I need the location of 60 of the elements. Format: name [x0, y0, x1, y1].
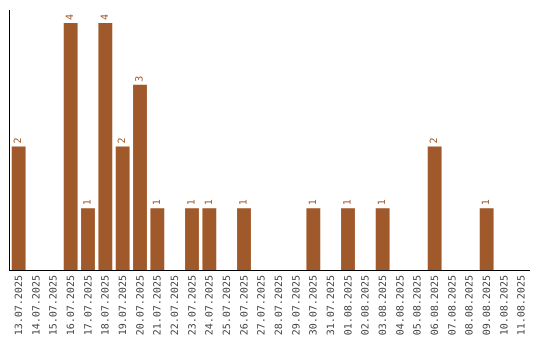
x-tick-label: 15.07.2025	[48, 275, 60, 336]
data-label: 1	[308, 199, 319, 206]
bar	[428, 146, 442, 270]
bar	[12, 146, 26, 270]
bar	[81, 208, 95, 270]
x-tick-label: 23.07.2025	[187, 275, 198, 336]
x-tick-label: 04.08.2025	[395, 275, 406, 336]
data-label: 2	[117, 137, 128, 144]
data-label: 1	[481, 199, 492, 206]
x-tick-label: 07.08.2025	[447, 275, 458, 336]
data-label: 4	[100, 14, 111, 20]
data-label: 1	[82, 199, 94, 206]
x-tick-label: 27.07.2025	[256, 275, 268, 336]
data-label: 4	[65, 14, 76, 20]
x-tick-label: 08.08.2025	[464, 275, 476, 336]
x-tick-label: 25.07.2025	[222, 275, 233, 336]
x-tick-label: 14.07.2025	[31, 275, 42, 336]
x-tick-label: 10.08.2025	[499, 275, 510, 336]
bar	[376, 208, 390, 270]
x-tick-label: 13.07.2025	[14, 275, 25, 336]
x-tick-label: 11.08.2025	[516, 275, 528, 336]
x-tick-label: 03.08.2025	[378, 275, 389, 336]
bar	[64, 23, 78, 270]
bar	[98, 23, 112, 270]
data-label: 1	[186, 199, 198, 206]
x-tick-label: 01.08.2025	[343, 275, 354, 336]
bar	[202, 208, 216, 270]
x-tick-label: 24.07.2025	[204, 275, 216, 336]
x-tick-label: 31.07.2025	[326, 275, 337, 336]
x-tick-label: 22.07.2025	[170, 275, 181, 336]
data-label: 1	[377, 199, 388, 206]
data-label: 1	[342, 199, 354, 206]
bar	[341, 208, 355, 270]
data-label: 1	[204, 199, 215, 206]
x-tick-label: 19.07.2025	[118, 275, 129, 336]
bar	[116, 146, 130, 270]
bar	[306, 208, 320, 270]
x-tick-label: 02.08.2025	[360, 275, 372, 336]
x-tick-label: 21.07.2025	[152, 275, 164, 336]
data-label: 2	[13, 137, 24, 144]
x-tick-label: 17.07.2025	[83, 275, 94, 336]
x-tick-label: 20.07.2025	[135, 275, 146, 336]
bar	[185, 208, 199, 270]
bar	[150, 208, 164, 270]
x-tick-label: 09.08.2025	[482, 275, 493, 336]
data-label: 1	[238, 199, 250, 206]
bar	[237, 208, 251, 270]
x-tick-label: 18.07.2025	[100, 275, 112, 336]
x-tick-label: 26.07.2025	[239, 275, 250, 336]
x-tick-label: 16.07.2025	[66, 275, 77, 336]
data-label: 1	[152, 199, 163, 206]
bar	[133, 84, 147, 270]
x-tick-label: 06.08.2025	[430, 275, 441, 336]
bar	[480, 208, 494, 270]
x-tick-label: 30.07.2025	[308, 275, 320, 336]
x-tick-label: 29.07.2025	[291, 275, 302, 336]
x-tick-label: 05.08.2025	[412, 275, 424, 336]
data-label: 2	[429, 137, 440, 144]
x-tick-label: 28.07.2025	[274, 275, 285, 336]
data-label: 3	[134, 76, 146, 82]
